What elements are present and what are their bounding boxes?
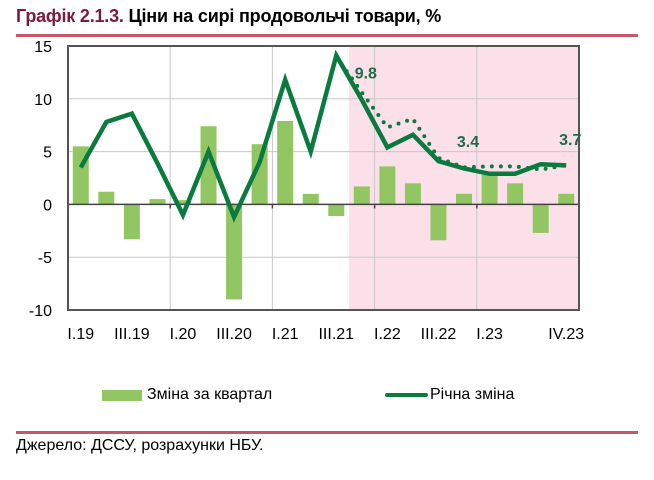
data-label: 3.4 bbox=[457, 134, 479, 151]
bar-III.20 bbox=[226, 204, 243, 300]
x-tick-label: III.22 bbox=[421, 326, 457, 343]
legend-item-bars: Зміна за квартал bbox=[102, 386, 272, 404]
x-tick-label: I.20 bbox=[170, 326, 197, 343]
bar-IV.20 bbox=[251, 144, 268, 205]
y-tick-label: 0 bbox=[43, 197, 52, 214]
x-tick-label: IV.23 bbox=[548, 326, 584, 343]
top-rule bbox=[16, 34, 638, 37]
x-tick-label: I.22 bbox=[374, 326, 401, 343]
legend-label: Зміна за квартал bbox=[147, 386, 273, 403]
bar-III.21 bbox=[328, 204, 345, 217]
x-tick-label: III.21 bbox=[318, 326, 354, 343]
bar-IV.21 bbox=[353, 186, 370, 205]
data-label: 3.7 bbox=[559, 132, 581, 149]
bar-III.22 bbox=[430, 204, 447, 241]
y-tick-label: 15 bbox=[34, 39, 52, 56]
x-tick-label: III.19 bbox=[114, 326, 150, 343]
bar-III.23 bbox=[532, 204, 549, 233]
data-label: 9.8 bbox=[355, 65, 377, 82]
bar-I.21 bbox=[277, 120, 294, 205]
legend-bar-swatch bbox=[102, 389, 142, 401]
bar-I.23 bbox=[481, 174, 498, 205]
bar-II.23 bbox=[507, 183, 524, 205]
bar-IV.23 bbox=[558, 193, 575, 205]
y-tick-label: -10 bbox=[29, 303, 52, 320]
annual-change-line bbox=[78, 49, 567, 223]
plot-frame bbox=[67, 45, 580, 311]
legend-item-line: Річна зміна bbox=[385, 386, 514, 404]
x-tick-label: I.21 bbox=[272, 326, 299, 343]
bar-II.21 bbox=[302, 193, 319, 205]
source-note: Джерело: ДССУ, розрахунки НБУ. bbox=[16, 437, 264, 454]
y-tick-label: -5 bbox=[38, 250, 52, 267]
bar-II.20 bbox=[200, 126, 217, 205]
bar-I.22 bbox=[379, 166, 396, 205]
x-tick-label: I.19 bbox=[67, 326, 94, 343]
y-tick-label: 10 bbox=[34, 92, 52, 109]
y-tick-label: 5 bbox=[43, 145, 52, 162]
x-tick-label: III.20 bbox=[216, 326, 252, 343]
bar-IV.22 bbox=[456, 193, 473, 205]
bar-II.19 bbox=[98, 191, 115, 205]
chart-title: Графік 2.1.3. Ціни на сирі продовольчі т… bbox=[16, 6, 441, 27]
legend-label: Річна зміна bbox=[430, 386, 515, 403]
legend-line-swatch bbox=[385, 393, 428, 397]
x-tick-label: I.23 bbox=[476, 326, 503, 343]
chart-number: Графік 2.1.3. bbox=[16, 6, 124, 26]
chart-title-text: Ціни на сирі продовольчі товари, % bbox=[128, 6, 442, 26]
bar-IV.19 bbox=[149, 199, 166, 205]
bar-III.19 bbox=[123, 204, 140, 240]
bar-I.20 bbox=[174, 200, 191, 205]
bottom-rule bbox=[16, 431, 638, 434]
bar-II.22 bbox=[404, 183, 421, 205]
